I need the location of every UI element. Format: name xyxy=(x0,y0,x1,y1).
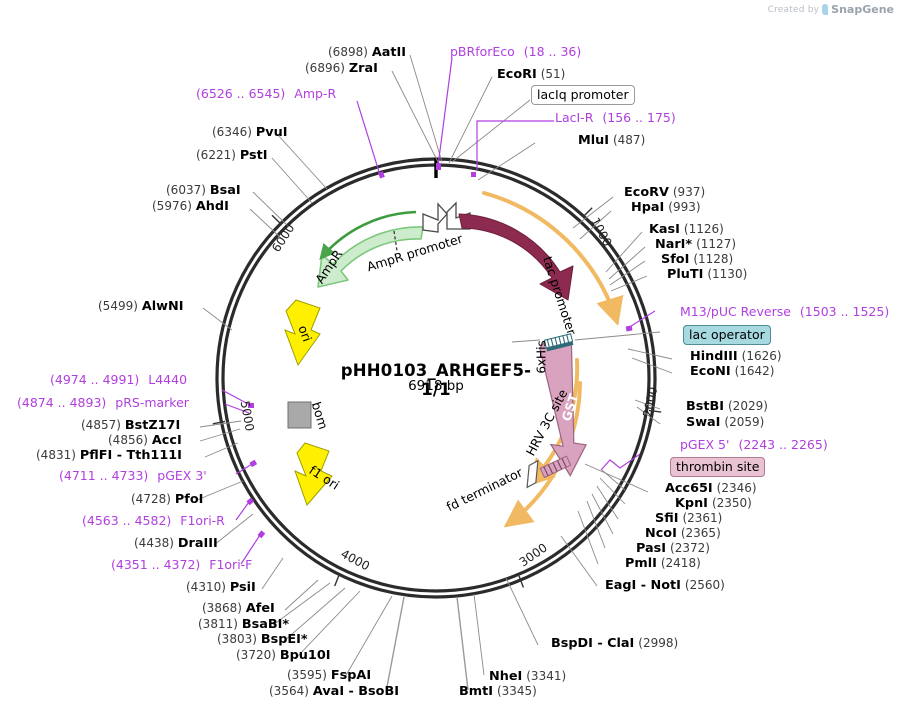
label-psii: (4310) PsiI xyxy=(186,580,256,595)
label-pgex-3: (4711 .. 4733) pGEX 3' xyxy=(59,468,207,483)
label-kpni: KpnI (2350) xyxy=(675,496,752,511)
label-bpu10i: (3720) Bpu10I xyxy=(236,648,331,663)
label-l4440: (4974 .. 4991) L4440 xyxy=(50,372,188,387)
label-afei: (3868) AfeI xyxy=(202,601,275,616)
watermark-prefix: Created by xyxy=(767,4,820,15)
label-hindiii: HindIII (1626) xyxy=(690,349,782,364)
leader-lines-feature xyxy=(221,57,656,565)
feature-hrv-3c-site xyxy=(539,455,572,479)
feature-bom xyxy=(287,401,312,429)
label-pbrforeco: pBRforEco (18 .. 36) xyxy=(450,44,582,59)
snapgene-watermark: Created by SnapGene xyxy=(768,3,894,16)
label-draiii: (4438) DraIII xyxy=(134,536,218,551)
label-aatii: (6898) AatII xyxy=(328,45,407,60)
label-prs-marker: (4874 .. 4893) pRS-marker xyxy=(17,395,189,410)
label-pfoi: (4728) PfoI xyxy=(131,492,204,507)
label-bstz17i: (4857) BstZ17I xyxy=(81,418,181,433)
watermark-brand: SnapGene xyxy=(831,3,894,16)
label-lac-operator: lac operator xyxy=(683,325,771,345)
feature-6xhis xyxy=(543,333,574,352)
label-acc65i: Acc65I (2346) xyxy=(665,481,757,496)
label-bmti: BmtI (3345) xyxy=(459,684,537,699)
feature-fd-terminator xyxy=(526,459,539,489)
leader-lines-enzyme xyxy=(196,54,673,693)
label-avai-bsobi: (3564) AvaI - BsoBI xyxy=(269,684,399,699)
label-ecori: EcoRI (51) xyxy=(497,67,566,82)
label-amp-r: (6526 .. 6545) Amp-R xyxy=(196,86,337,101)
label-acci: (4856) AccI xyxy=(108,433,182,448)
label-alwni: (5499) AlwNI xyxy=(98,299,184,314)
label-laci-r: LacI-R (156 .. 175) xyxy=(555,110,676,125)
label-mlui: MluI (487) xyxy=(578,133,646,148)
label-hpai: HpaI (993) xyxy=(631,200,701,215)
label-nhei: NheI (3341) xyxy=(489,669,567,684)
label-pflfi-tth111i: (4831) PflFI - Tth111I xyxy=(36,448,182,463)
label-kasi: KasI (1126) xyxy=(649,222,724,237)
feature-laci xyxy=(458,213,574,301)
coordinate-ticks xyxy=(212,207,662,588)
label-bsai: (6037) BsaI xyxy=(166,183,241,198)
label-sfii: SfiI (2361) xyxy=(655,511,723,526)
label-f1ori-r: (4563 .. 4582) F1ori-R xyxy=(82,513,225,528)
plasmid-size: 6918 bp xyxy=(408,378,464,394)
label-ncoi: NcoI (2365) xyxy=(645,526,721,541)
snapgene-logo-icon xyxy=(822,4,829,15)
label-ahdi: (5976) AhdI xyxy=(152,199,229,214)
label-pgex-5: pGEX 5' (2243 .. 2265) xyxy=(680,437,828,452)
feature-ori xyxy=(284,299,321,367)
label-thrombin-site: thrombin site xyxy=(670,457,766,477)
label-bsabi: (3811) BsaBI* xyxy=(198,617,290,632)
label-bstbi: BstBI (2029) xyxy=(686,399,768,414)
feature-ampr xyxy=(317,210,424,288)
label-zrai: (6896) ZraI xyxy=(305,61,378,76)
feature-label-6xhis: 6xHis xyxy=(534,340,549,374)
label-fspai: (3595) FspAI xyxy=(287,668,372,683)
label-pvui: (6346) PvuI xyxy=(212,125,288,140)
plasmid-title: pHH0103_ARHGEF5-1/1 xyxy=(340,361,532,399)
label-bspdi-clai: BspDI - ClaI (2998) xyxy=(551,636,679,651)
label-f1ori-f: (4351 .. 4372) F1ori-F xyxy=(111,557,253,572)
label-pasi: PasI (2372) xyxy=(636,541,710,556)
label-eagi-noti: EagI - NotI (2560) xyxy=(605,578,725,593)
label-ecorv: EcoRV (937) xyxy=(624,185,706,200)
label-swai: SwaI (2059) xyxy=(686,415,765,430)
feature-f1-ori xyxy=(294,442,333,506)
label-pmli: PmlI (2418) xyxy=(625,556,701,571)
label-bspei: (3803) BspEI* xyxy=(217,632,308,647)
label-econi: EcoNI (1642) xyxy=(690,364,775,379)
label-lacIq-promoter: lacIq promoter xyxy=(531,85,635,105)
label-sfoi: SfoI (1128) xyxy=(661,252,734,267)
feature-gst xyxy=(539,339,587,477)
label-m13puc-reverse: M13/pUC Reverse (1503 .. 1525) xyxy=(680,304,890,319)
label-psti: (6221) PstI xyxy=(196,148,268,163)
label-pluti: PluTI (1130) xyxy=(667,267,748,282)
label-nari: NarI* (1127) xyxy=(655,237,737,252)
